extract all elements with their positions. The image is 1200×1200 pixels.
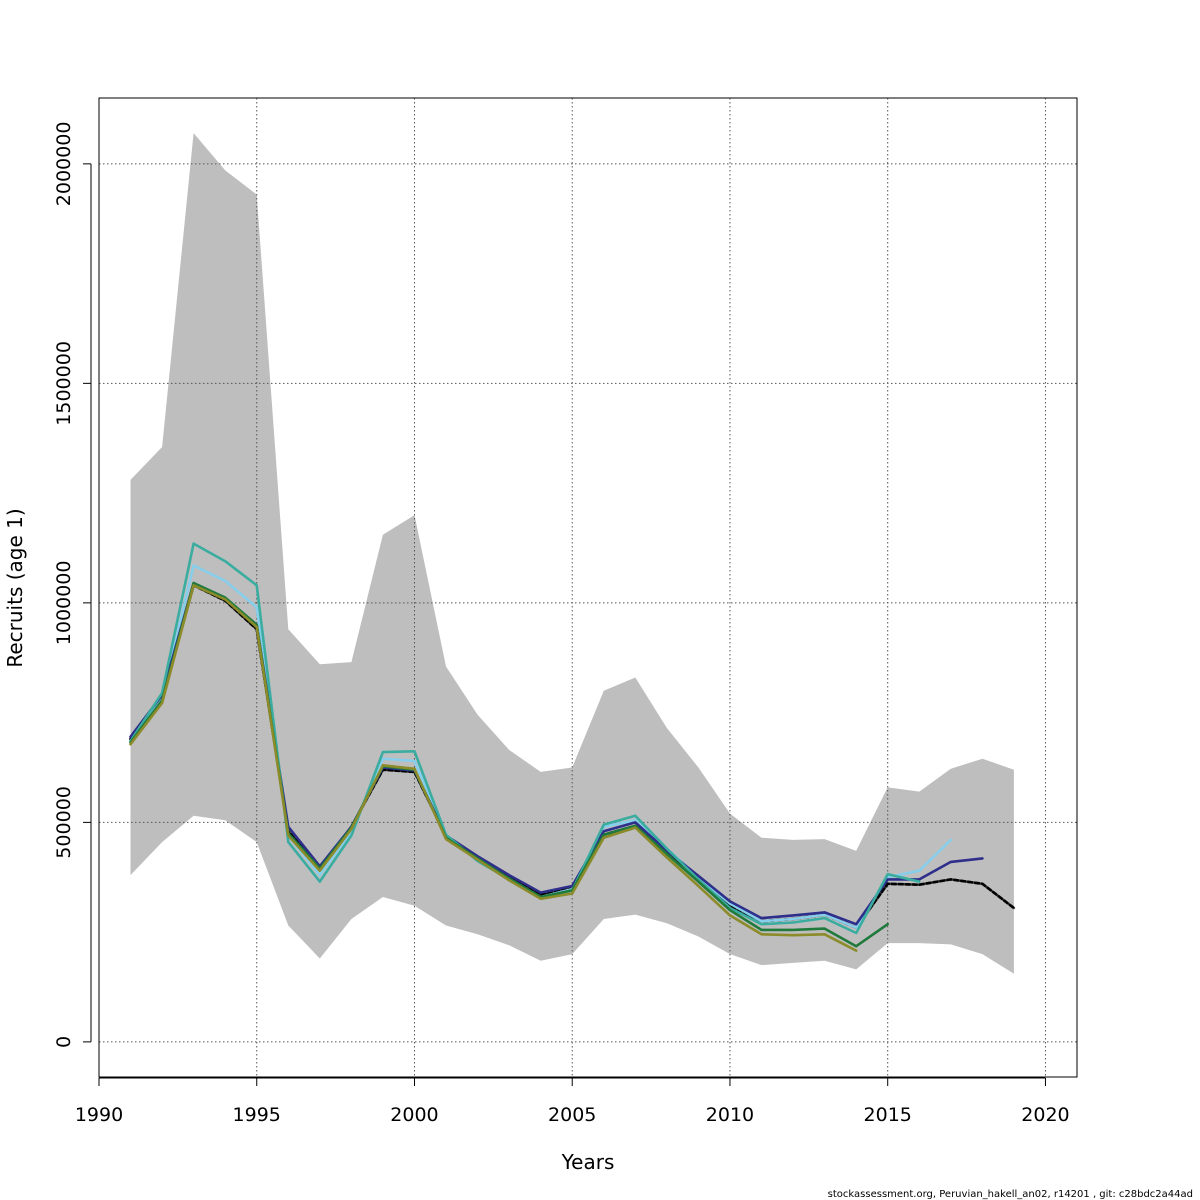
y-tick-label: 500000 xyxy=(53,786,75,859)
x-axis-title: Years xyxy=(561,1150,615,1174)
confidence-band-layer xyxy=(130,133,1014,974)
confidence-band xyxy=(130,133,1014,974)
x-tick-label: 2010 xyxy=(706,1104,754,1126)
x-tick-label: 2015 xyxy=(864,1104,912,1126)
x-tick-label: 2000 xyxy=(390,1104,438,1126)
x-tick-label: 1995 xyxy=(233,1104,281,1126)
y-axis-title: Recruits (age 1) xyxy=(3,508,27,667)
x-tick-label: 2005 xyxy=(548,1104,596,1126)
y-tick-label: 1500000 xyxy=(53,341,75,426)
footer-source: stockassessment.org, Peruvian_hakell_an0… xyxy=(828,1189,1193,1200)
x-tick-label: 2020 xyxy=(1021,1104,1069,1126)
axis-layer: 1990 1995 2000 2005 2010 2015 2020 0 500000 10000… xyxy=(53,122,1070,1126)
y-tick-label: 1000000 xyxy=(53,561,75,646)
y-tick-label: 0 xyxy=(53,1036,75,1048)
series-line-7 xyxy=(129,583,858,952)
series-layer xyxy=(129,542,1016,952)
series-line-6 xyxy=(129,581,890,948)
x-tick-label: 1990 xyxy=(75,1104,123,1126)
plot-frame xyxy=(98,97,1078,1078)
y-tick-label: 2000000 xyxy=(53,122,75,207)
